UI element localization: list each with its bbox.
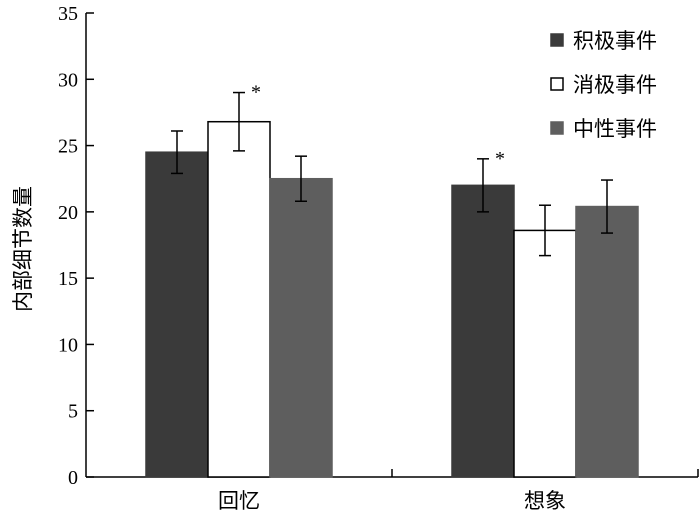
y-axis-label: 内部细节数量 (11, 186, 35, 312)
y-tick-label: 35 (58, 3, 78, 25)
legend-swatch (550, 121, 564, 135)
bar (145, 151, 209, 478)
legend-label: 积极事件 (573, 29, 657, 53)
significance-marker: * (495, 148, 505, 170)
significance-marker: * (251, 82, 261, 104)
bar (207, 120, 271, 478)
y-tick-label: 20 (58, 202, 78, 224)
y-tick-label: 25 (58, 136, 78, 158)
legend-label: 中性事件 (573, 117, 657, 141)
bar (269, 177, 333, 478)
x-category-label: 想象 (524, 489, 566, 513)
legend-swatch (550, 77, 564, 91)
y-tick-label: 0 (68, 467, 78, 489)
bar (513, 229, 577, 478)
y-tick-label: 5 (68, 401, 78, 423)
y-tick-label: 30 (58, 69, 78, 91)
x-ticks: 回忆 想象 (218, 469, 699, 513)
bars: ** (145, 82, 639, 478)
x-category-label: 回忆 (218, 489, 260, 513)
y-tick-label: 10 (58, 334, 78, 356)
y-ticks: 0 5 10 15 20 25 30 35 (58, 3, 94, 489)
bar (451, 184, 515, 478)
legend-label: 消极事件 (573, 73, 657, 97)
legend-swatch (550, 33, 564, 47)
y-tick-label: 15 (58, 268, 78, 290)
bar (575, 205, 639, 478)
